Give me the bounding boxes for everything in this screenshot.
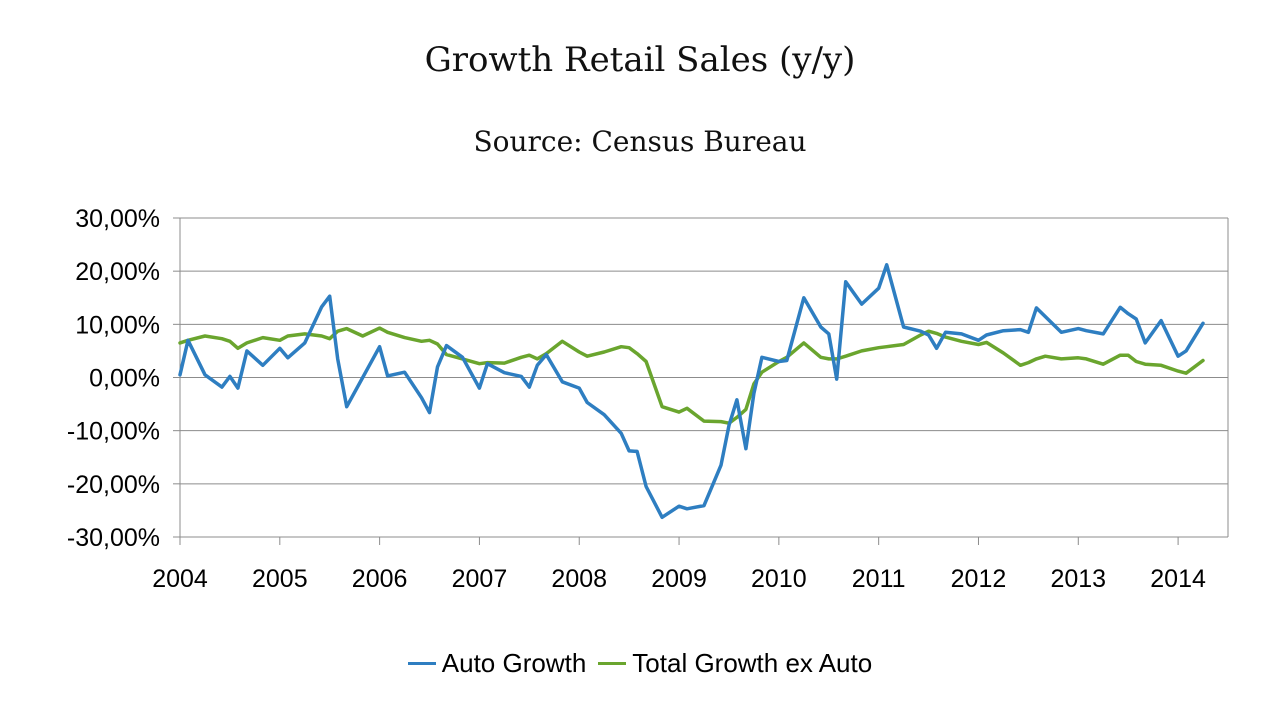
y-tick-label: -30,00%	[67, 524, 160, 552]
x-tick-label: 2011	[852, 565, 906, 593]
x-tick-label: 2010	[751, 565, 807, 593]
axes	[173, 217, 1229, 545]
series-line-auto-growth	[178, 263, 1205, 520]
grid-lines	[180, 217, 1228, 538]
x-tick-label: 2013	[1050, 565, 1106, 593]
x-tick-label: 2005	[252, 565, 308, 593]
legend-item-total-growth-ex-auto: Total Growth ex Auto	[598, 648, 872, 679]
x-tick-label: 2008	[551, 565, 607, 593]
x-tick-label: 2014	[1150, 565, 1206, 593]
y-tick-label: 0,00%	[89, 365, 160, 393]
series-line-total-growth-ex-auto	[178, 326, 1205, 425]
y-tick-label: 30,00%	[75, 205, 160, 233]
x-tick-label: 2012	[951, 565, 1007, 593]
y-tick-label: -20,00%	[67, 471, 160, 499]
chart-subtitle: Source: Census Bureau	[473, 125, 807, 158]
legend-item-auto-growth: Auto Growth	[407, 648, 587, 679]
y-tick-label: 20,00%	[75, 258, 160, 286]
x-axis-tick-labels: 2004 2005 2006 2007 2008 2009 2010 2011 2012 2013…	[152, 565, 1206, 593]
chart-title: Growth Retail Sales (y/y)	[424, 40, 856, 80]
y-tick-label: 10,00%	[75, 311, 160, 339]
legend: Auto Growth Total Growth ex Auto	[0, 648, 1280, 679]
legend-label-total-growth-ex-auto: Total Growth ex Auto	[632, 648, 873, 678]
y-tick-label: -10,00%	[67, 418, 160, 446]
legend-swatch-auto-growth	[407, 662, 436, 665]
legend-swatch-total-growth-ex-auto	[598, 662, 627, 665]
series-lines	[178, 263, 1205, 520]
x-tick-label: 2009	[651, 565, 707, 593]
x-tick-label: 2006	[352, 565, 408, 593]
legend-label-auto-growth: Auto Growth	[441, 648, 587, 678]
x-tick-label: 2007	[452, 565, 508, 593]
x-tick-label: 2004	[152, 565, 208, 593]
y-axis-tick-labels: 30,00% 20,00% 10,00% 0,00% -10,00% -20,00% -30…	[67, 205, 160, 552]
